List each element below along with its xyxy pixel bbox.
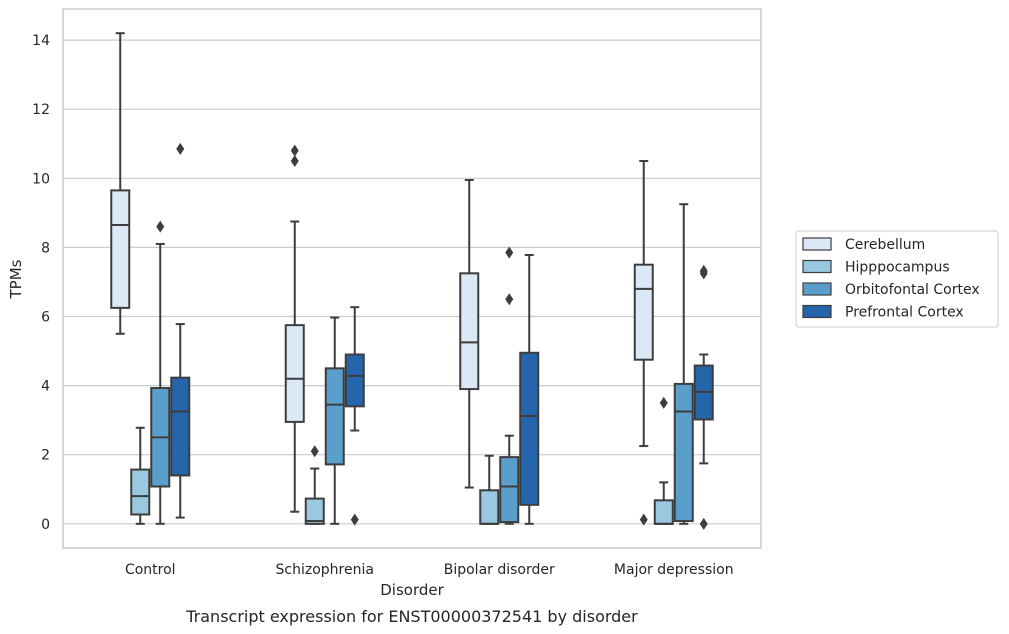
box-body xyxy=(499,456,520,524)
outlier-point xyxy=(290,144,299,157)
box-body xyxy=(324,367,345,466)
box-body xyxy=(653,499,674,525)
x-axis-label: Disorder xyxy=(380,581,444,599)
x-tick-label: Control xyxy=(125,562,176,578)
box-cerebellum xyxy=(633,160,654,526)
outlier-point xyxy=(505,293,514,306)
outlier-point xyxy=(699,517,708,530)
box-orbitofontal-cortex xyxy=(499,246,520,525)
box-prefrontal-cortex xyxy=(519,254,540,525)
box-orbitofontal-cortex xyxy=(673,203,694,525)
box-orbitofontal-cortex xyxy=(324,316,345,525)
box-prefrontal-cortex xyxy=(170,142,191,519)
box-body xyxy=(519,351,540,506)
box-body xyxy=(479,489,500,525)
box-hipppocampus xyxy=(130,426,151,525)
box-body xyxy=(344,353,365,408)
y-tick-label: 14 xyxy=(32,33,50,49)
legend-label: Prefrontal Cortex xyxy=(845,305,964,321)
legend-item: Orbitofontal Cortex xyxy=(802,282,980,298)
outlier-point xyxy=(290,155,299,168)
legend-item: Hipppocampus xyxy=(802,259,950,276)
y-tick-label: 2 xyxy=(41,448,50,464)
box-cerebellum xyxy=(110,32,131,335)
chart-caption: Transcript expression for ENST0000037254… xyxy=(185,607,638,626)
x-tick-labels: Control Schizophrenia Bipolar disorder Majo… xyxy=(125,562,734,578)
box-body xyxy=(110,189,131,309)
outlier-point xyxy=(659,396,668,409)
y-tick-label: 12 xyxy=(32,102,50,118)
outlier-point xyxy=(350,513,359,526)
box-cerebellum xyxy=(284,144,305,513)
y-tick-label: 6 xyxy=(41,310,50,326)
y-tick-label: 0 xyxy=(41,517,50,533)
legend-label: Cerebellum xyxy=(845,237,925,253)
outlier-point xyxy=(176,142,185,155)
legend-swatch xyxy=(802,259,832,274)
legend-swatch xyxy=(802,237,832,251)
outlier-point xyxy=(156,220,165,233)
legend-label: Orbitofontal Cortex xyxy=(845,282,980,298)
box-body xyxy=(304,497,325,525)
x-tick-label: Bipolar disorder xyxy=(444,562,555,578)
box-body xyxy=(459,272,480,391)
y-tick-labels: 0 2 4 6 8 10 12 14 xyxy=(32,33,50,533)
box-hipppocampus xyxy=(479,454,500,525)
y-tick-label: 8 xyxy=(41,240,50,256)
box-body xyxy=(673,382,694,523)
box-prefrontal-cortex xyxy=(693,264,714,530)
box-cerebellum xyxy=(459,179,480,489)
legend-item: Cerebellum xyxy=(802,237,925,253)
y-axis-label: TPMs xyxy=(7,259,25,299)
outlier-point xyxy=(699,264,708,277)
x-tick-label: Schizophrenia xyxy=(276,562,374,578)
box-body xyxy=(170,376,191,477)
legend-swatch xyxy=(802,304,832,319)
legend-swatch xyxy=(802,282,832,296)
plot-frame xyxy=(62,8,762,549)
box-hipppocampus xyxy=(653,396,674,525)
outlier-point xyxy=(639,513,648,526)
box-hipppocampus xyxy=(304,445,325,525)
x-tick-label: Major depression xyxy=(614,562,734,578)
boxes xyxy=(110,32,714,530)
legend-frame xyxy=(795,230,999,328)
legend: Cerebellum Hipppocampus Orbitofontal Corte… xyxy=(795,230,999,328)
box-body xyxy=(130,468,151,516)
box-body xyxy=(284,324,305,423)
y-tick-label: 10 xyxy=(32,171,50,187)
outlier-point xyxy=(310,445,319,458)
outlier-point xyxy=(505,246,514,259)
box-prefrontal-cortex xyxy=(344,306,365,526)
box-body xyxy=(633,263,654,361)
box-orbitofontal-cortex xyxy=(150,220,171,525)
legend-label: Hipppocampus xyxy=(845,260,950,276)
y-tick-label: 4 xyxy=(41,379,50,395)
legend-item: Prefrontal Cortex xyxy=(802,304,964,321)
